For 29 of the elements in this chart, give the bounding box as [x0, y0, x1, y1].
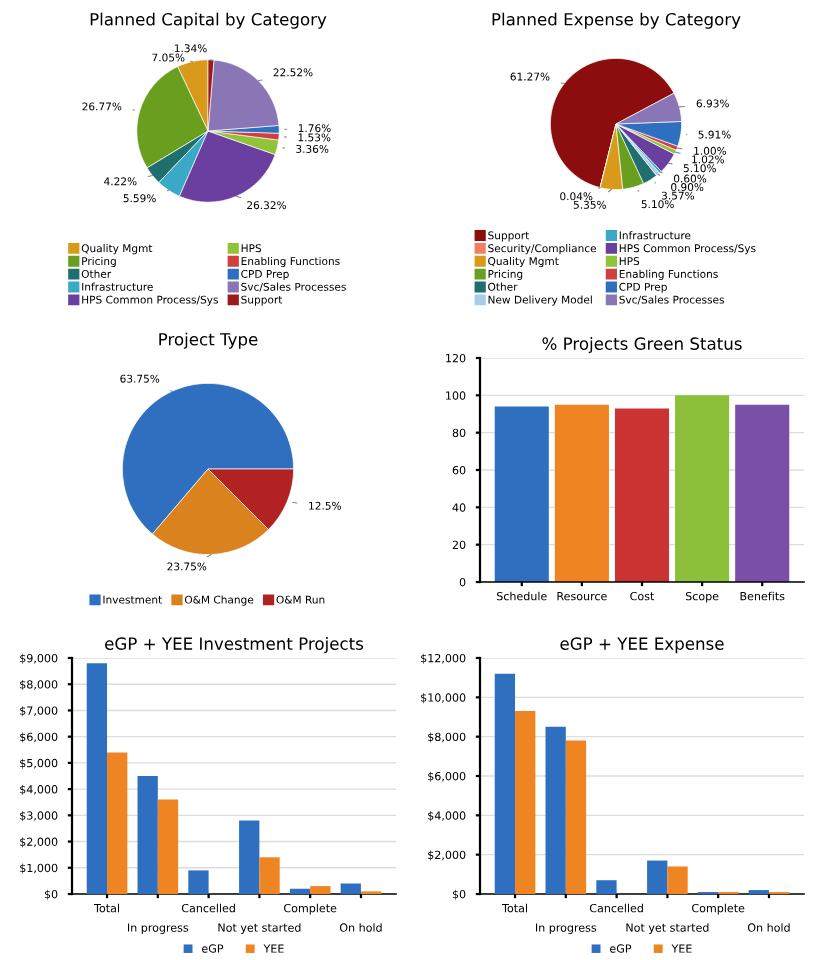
- chart-title: Planned Expense by Category: [492, 12, 741, 29]
- bar: [289, 888, 311, 894]
- bar: [647, 860, 668, 894]
- bar: [239, 820, 260, 894]
- bar: [107, 752, 128, 894]
- bar: [565, 740, 587, 894]
- bar: [545, 726, 566, 894]
- chart-title: eGP + YEE Expense: [560, 637, 724, 654]
- bar: [494, 406, 549, 582]
- bar: [735, 404, 790, 582]
- bar: [340, 883, 361, 894]
- chart-title: Planned Capital by Category: [90, 12, 327, 29]
- bar: [667, 866, 688, 894]
- bar: [554, 404, 609, 582]
- chart-title: Project Type: [159, 332, 258, 349]
- bar: [137, 776, 158, 894]
- bar: [494, 673, 516, 894]
- bar: [310, 886, 331, 894]
- bar: [188, 870, 209, 894]
- bar: [675, 395, 730, 582]
- bar: [515, 711, 536, 894]
- bar: [86, 663, 108, 894]
- pie-slice: [550, 58, 675, 188]
- bar: [157, 799, 179, 894]
- chart-title: eGP + YEE Investment Projects: [105, 637, 364, 654]
- chart-title: % Projects Green Status: [542, 337, 742, 354]
- bar: [259, 857, 280, 894]
- bar: [596, 880, 617, 894]
- bar: [614, 408, 670, 582]
